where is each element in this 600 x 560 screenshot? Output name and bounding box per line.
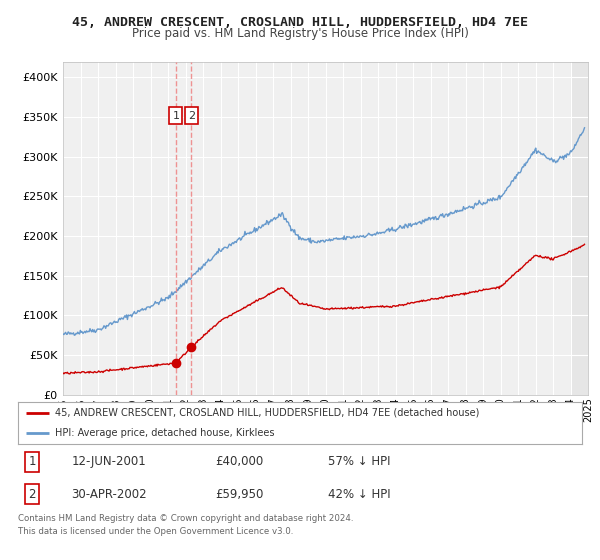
Text: Price paid vs. HM Land Registry's House Price Index (HPI): Price paid vs. HM Land Registry's House … [131, 27, 469, 40]
Text: 45, ANDREW CRESCENT, CROSLAND HILL, HUDDERSFIELD, HD4 7EE (detached house): 45, ANDREW CRESCENT, CROSLAND HILL, HUDD… [55, 408, 479, 418]
Text: 1: 1 [28, 455, 36, 468]
Text: £59,950: £59,950 [215, 488, 264, 501]
Text: 45, ANDREW CRESCENT, CROSLAND HILL, HUDDERSFIELD, HD4 7EE: 45, ANDREW CRESCENT, CROSLAND HILL, HUDD… [72, 16, 528, 29]
Text: 12-JUN-2001: 12-JUN-2001 [71, 455, 146, 468]
Text: 1: 1 [172, 110, 179, 120]
Text: Contains HM Land Registry data © Crown copyright and database right 2024.
This d: Contains HM Land Registry data © Crown c… [18, 514, 353, 535]
Text: 2: 2 [188, 110, 195, 120]
Text: 42% ↓ HPI: 42% ↓ HPI [328, 488, 391, 501]
Text: HPI: Average price, detached house, Kirklees: HPI: Average price, detached house, Kirk… [55, 428, 274, 438]
Text: £40,000: £40,000 [215, 455, 263, 468]
Bar [571, 62, 588, 395]
Text: 30-APR-2002: 30-APR-2002 [71, 488, 147, 501]
Text: 2: 2 [28, 488, 36, 501]
Text: 57% ↓ HPI: 57% ↓ HPI [328, 455, 391, 468]
